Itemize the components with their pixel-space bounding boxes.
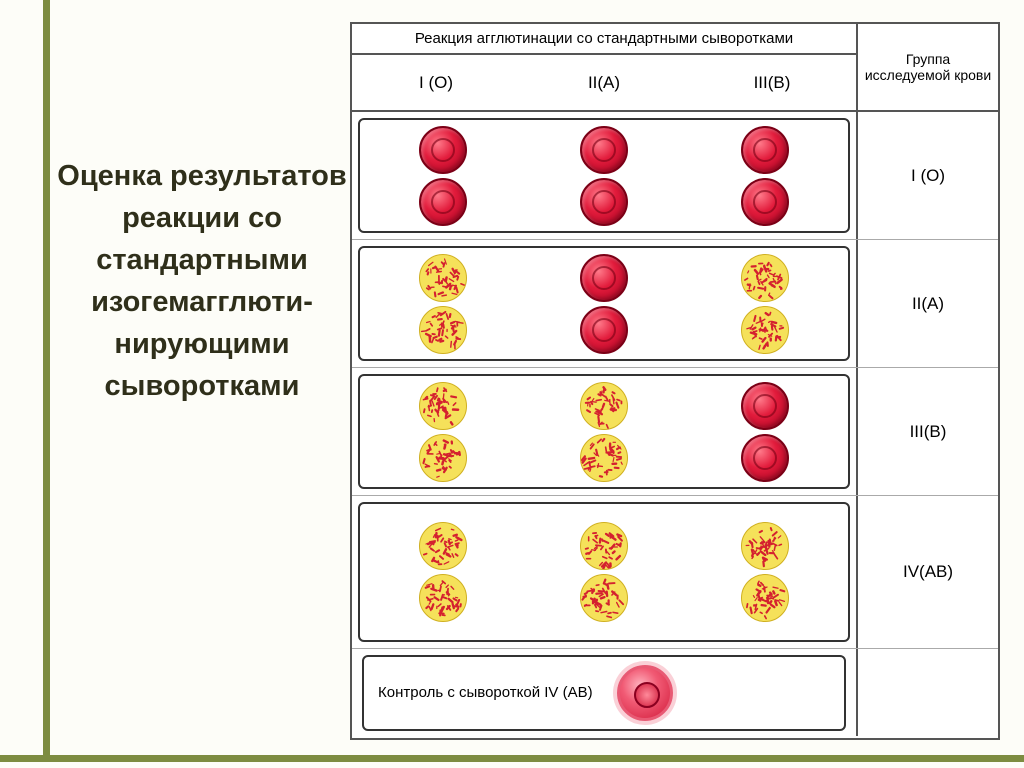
drop-column <box>685 252 846 355</box>
no-agglutination-drop-icon <box>419 178 467 226</box>
drop-column <box>362 508 523 636</box>
serum-columns: I (O) II(A) III(B) <box>352 55 856 110</box>
agglutination-drop-icon <box>580 574 628 622</box>
serum-col-1: I (O) <box>352 55 520 110</box>
control-plate: Контроль с сывороткой IV (AB) <box>362 655 846 731</box>
serum-col-3: III(B) <box>688 55 856 110</box>
drop-column <box>523 124 684 227</box>
reaction-plate <box>358 246 850 361</box>
drop-column <box>523 252 684 355</box>
no-agglutination-drop-icon <box>580 254 628 302</box>
agglutination-drop-icon <box>419 574 467 622</box>
control-row: Контроль с сывороткой IV (AB) <box>352 648 998 736</box>
table-row: III(B) <box>352 368 998 496</box>
control-label: Контроль с сывороткой IV (AB) <box>378 684 593 701</box>
table-header: Реакция агглютинации со стандартными сыв… <box>352 24 998 112</box>
row-cells <box>352 368 858 495</box>
drop-column <box>523 380 684 483</box>
header-main-label: Реакция агглютинации со стандартными сыв… <box>352 24 856 55</box>
header-serum-block: Реакция агглютинации со стандартными сыв… <box>352 24 858 110</box>
agglutination-drop-icon <box>419 522 467 570</box>
header-group-label: Группа исследуемой крови <box>858 24 998 110</box>
agglutination-table: Реакция агглютинации со стандартными сыв… <box>350 22 1000 740</box>
table-row: II(A) <box>352 240 998 368</box>
row-cells <box>352 112 858 239</box>
reaction-plate <box>358 374 850 489</box>
no-agglutination-drop-icon <box>419 126 467 174</box>
group-label: III(B) <box>858 368 998 495</box>
no-agglutination-drop-icon <box>580 178 628 226</box>
group-label: IV(AB) <box>858 496 998 648</box>
no-agglutination-drop-icon <box>580 306 628 354</box>
table-row: IV(AB) <box>352 496 998 648</box>
table-row: I (O) <box>352 112 998 240</box>
agglutination-drop-icon <box>580 522 628 570</box>
group-label: II(A) <box>858 240 998 367</box>
agglutination-drop-icon <box>419 434 467 482</box>
no-agglutination-drop-icon <box>580 126 628 174</box>
no-agglutination-drop-icon <box>741 178 789 226</box>
frame-vertical-bar <box>43 0 50 762</box>
agglutination-drop-icon <box>419 382 467 430</box>
row-cells <box>352 496 858 648</box>
row-cells <box>352 240 858 367</box>
drop-column <box>685 380 846 483</box>
agglutination-drop-icon <box>580 434 628 482</box>
slide-title: Оценка результатов реакции со стандартны… <box>52 155 352 407</box>
no-agglutination-drop-icon <box>741 126 789 174</box>
drop-column <box>523 508 684 636</box>
agglutination-drop-icon <box>741 306 789 354</box>
group-label: I (O) <box>858 112 998 239</box>
reaction-plate <box>358 118 850 233</box>
drop-column <box>685 124 846 227</box>
reaction-plate <box>358 502 850 642</box>
agglutination-drop-icon <box>741 254 789 302</box>
agglutination-drop-icon <box>741 522 789 570</box>
agglutination-drop-icon <box>419 254 467 302</box>
control-drop <box>617 665 673 721</box>
serum-col-2: II(A) <box>520 55 688 110</box>
no-agglutination-drop-icon <box>741 382 789 430</box>
control-cell: Контроль с сывороткой IV (AB) <box>352 649 858 736</box>
drop-column <box>362 380 523 483</box>
no-agglutination-drop-icon <box>741 434 789 482</box>
drop-column <box>685 508 846 636</box>
agglutination-drop-icon <box>580 382 628 430</box>
agglutination-drop-icon <box>419 306 467 354</box>
control-right-blank <box>858 649 998 736</box>
drop-column <box>362 252 523 355</box>
drop-column <box>362 124 523 227</box>
frame-bottom-bar <box>0 755 1024 762</box>
agglutination-drop-icon <box>741 574 789 622</box>
rows-container: I (O)II(A)III(B)IV(AB) <box>352 112 998 648</box>
